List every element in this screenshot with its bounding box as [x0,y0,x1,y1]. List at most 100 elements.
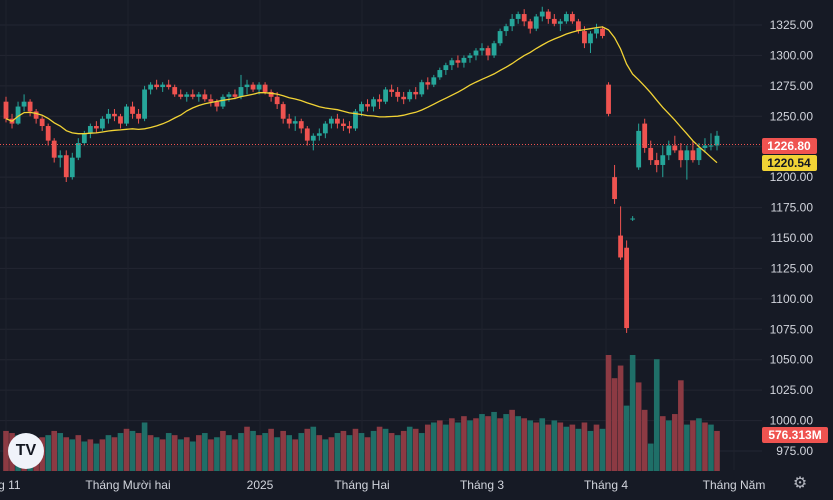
last-price-label: 1226.80 [767,139,811,153]
x-tick-label: Tháng 4 [584,478,628,492]
candle-body [250,84,256,90]
candle-body [124,106,129,124]
candle-body [256,84,262,90]
candle-body [148,84,154,90]
grid-lines [0,24,762,452]
volume-bar [129,430,136,471]
volume-bar [690,420,696,471]
volume-label: 576.313M [768,428,821,442]
volume-bar [515,416,521,471]
volume-bar [238,433,244,471]
candle-body [310,135,316,141]
volume-bar [665,420,672,471]
volume-bar [539,418,546,471]
volume-bar [334,433,341,471]
volume-bar [563,426,570,471]
candle-body [407,91,413,100]
volume-bar [189,441,196,471]
candle-body [69,157,75,178]
candle-body [268,91,274,97]
candle-body [449,60,455,66]
time-axis[interactable]: ng 11 Tháng Mười hai 2025 Tháng Hai Tháng 3 T… [0,478,765,492]
volume-bar [509,409,515,471]
volume-bar [171,435,178,471]
volume-bar [3,430,9,471]
volume-bar [611,378,618,471]
candle-body [118,116,123,124]
candle-body [112,113,117,117]
y-tick-label: 1075.00 [770,322,814,336]
volume-bar [298,433,305,471]
volume-bar [304,428,311,471]
candle-body [527,21,533,29]
volume-bar [370,430,377,471]
volume-bar [177,439,184,471]
volume-bar [250,430,256,471]
volume-bar [503,414,509,471]
candle-body [106,113,111,119]
candle-body [479,48,485,51]
candle-body [190,94,196,97]
candle-body [214,101,220,107]
candle-body [298,121,304,129]
candle-body [533,16,539,29]
candle-body [322,123,328,134]
y-tick-label: 1025.00 [770,383,814,397]
volume-bar [581,422,588,471]
candle-body [425,82,431,85]
volume-bar [147,435,154,471]
candle-body [419,82,425,95]
candle-body [395,91,401,97]
gear-icon[interactable]: ⚙ [792,475,808,492]
candle-body [660,155,666,165]
candle-body [87,126,93,134]
volume-bar [696,418,702,471]
candle-body [672,145,678,151]
volume-bar [473,418,479,471]
y-tick-label: 1050.00 [770,353,814,367]
volume-bar [165,433,172,471]
price-axis[interactable]: 1325.001300.001275.001250.001225.001200.… [770,18,814,458]
candle-body [208,99,214,102]
last-price-badge: 1226.80 [762,138,817,154]
y-tick-label: 1275.00 [770,79,814,93]
volume-bar [575,428,582,471]
volume-bar [328,437,335,471]
volume-bar [292,439,299,471]
candle-body [557,21,563,24]
volume-bar [280,430,286,471]
volume-bar [81,441,88,471]
volume-bar [599,428,606,471]
volume-bar [232,439,238,471]
candle-body [377,99,382,102]
volume-bar [262,433,268,471]
candle-body [606,84,611,114]
volume-bar [684,424,690,471]
volume-bar [214,437,220,471]
volume-bar [653,359,660,471]
volume-bar [617,365,624,471]
candle-body [226,94,232,97]
candle-body [551,18,557,24]
volume-bar [485,416,491,471]
volume-bar [382,428,389,471]
volume-bar [527,420,534,471]
volume-bar [274,437,280,471]
volume-bar [388,433,395,471]
volume-bar [412,428,419,471]
candle-body [702,145,708,148]
x-tick-label: 2025 [247,478,274,492]
volume-bar [63,437,70,471]
tradingview-logo[interactable]: TV [8,433,44,469]
volume-bar [479,414,485,471]
candle-body [196,94,202,97]
volume-bar [406,426,413,471]
candle-body [172,87,178,95]
candle-body [371,99,376,107]
volume-bar [443,424,449,471]
candle-body [509,18,515,27]
volume-bar [268,428,274,471]
candle-body [521,14,527,22]
volume-bar [678,380,684,471]
